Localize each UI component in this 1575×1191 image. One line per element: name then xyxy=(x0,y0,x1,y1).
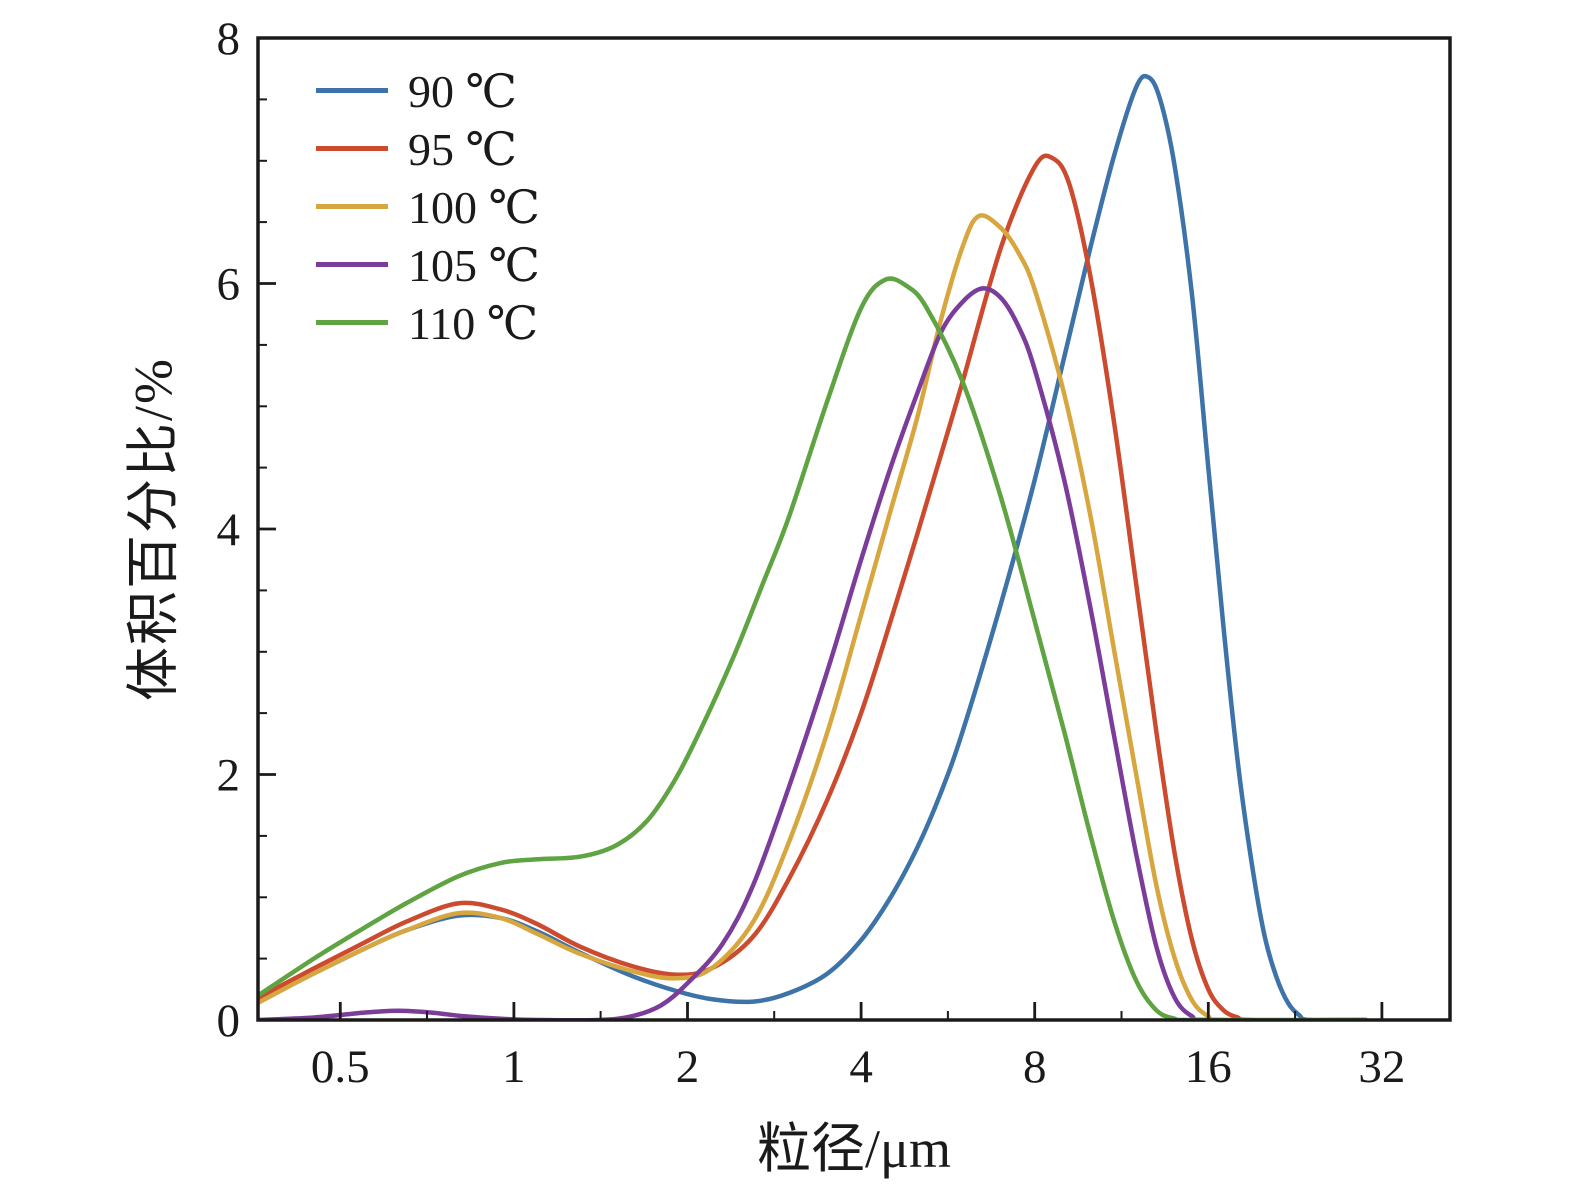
y-tick-label: 6 xyxy=(217,259,241,311)
legend-item-105℃: 105 ℃ xyxy=(316,239,540,291)
x-tick-label: 0.5 xyxy=(311,1041,370,1093)
x-axis-title: 粒径/μm xyxy=(757,1119,951,1179)
curve-110℃ xyxy=(258,276,1368,1020)
legend-item-100℃: 100 ℃ xyxy=(316,181,540,233)
curve-95℃ xyxy=(258,153,1368,1020)
legend-label: 90 ℃ xyxy=(408,65,517,117)
x-tick-label: 2 xyxy=(676,1041,700,1093)
legend-line-sample xyxy=(316,320,388,325)
x-tick-label: 8 xyxy=(1023,1041,1047,1093)
curve-100℃ xyxy=(258,213,1368,1020)
x-tick-label: 1 xyxy=(502,1041,526,1093)
y-axis-title: 体积百分比/% xyxy=(123,357,184,701)
legend-line-sample xyxy=(316,146,388,151)
legend-label: 105 ℃ xyxy=(408,239,540,291)
y-tick-label: 4 xyxy=(217,504,241,556)
legend-item-90℃: 90 ℃ xyxy=(316,65,540,117)
x-tick-label: 16 xyxy=(1185,1041,1232,1093)
y-tick-label: 0 xyxy=(217,995,241,1047)
legend-line-sample xyxy=(316,262,388,267)
legend-line-sample xyxy=(316,204,388,209)
y-tick-label: 2 xyxy=(217,750,241,802)
legend-line-sample xyxy=(316,88,388,93)
legend-item-95℃: 95 ℃ xyxy=(316,123,540,175)
x-tick-label: 4 xyxy=(849,1041,873,1093)
legend: 90 ℃ 95 ℃ 100 ℃ 105 ℃ 110 ℃ xyxy=(316,65,540,349)
legend-label: 100 ℃ xyxy=(408,181,540,233)
legend-item-110℃: 110 ℃ xyxy=(316,297,540,349)
y-tick-label: 8 xyxy=(217,13,241,65)
legend-label: 95 ℃ xyxy=(408,123,517,175)
x-tick-label: 32 xyxy=(1358,1041,1405,1093)
legend-label: 110 ℃ xyxy=(408,297,539,349)
